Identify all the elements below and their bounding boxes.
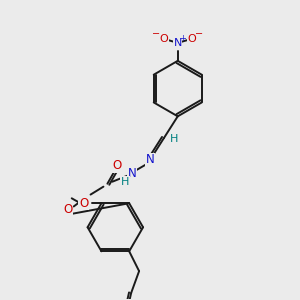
Text: O: O (160, 34, 168, 44)
Text: −: − (152, 29, 160, 39)
Text: O: O (187, 34, 196, 44)
Text: H: H (121, 177, 129, 187)
Text: N: N (146, 153, 154, 167)
Text: N: N (128, 167, 136, 180)
Text: O: O (63, 203, 72, 216)
Text: O: O (113, 159, 122, 172)
Text: +: + (179, 34, 186, 43)
Text: H: H (169, 134, 178, 144)
Text: O: O (79, 197, 88, 210)
Text: −: − (196, 29, 204, 39)
Text: N: N (174, 38, 182, 48)
